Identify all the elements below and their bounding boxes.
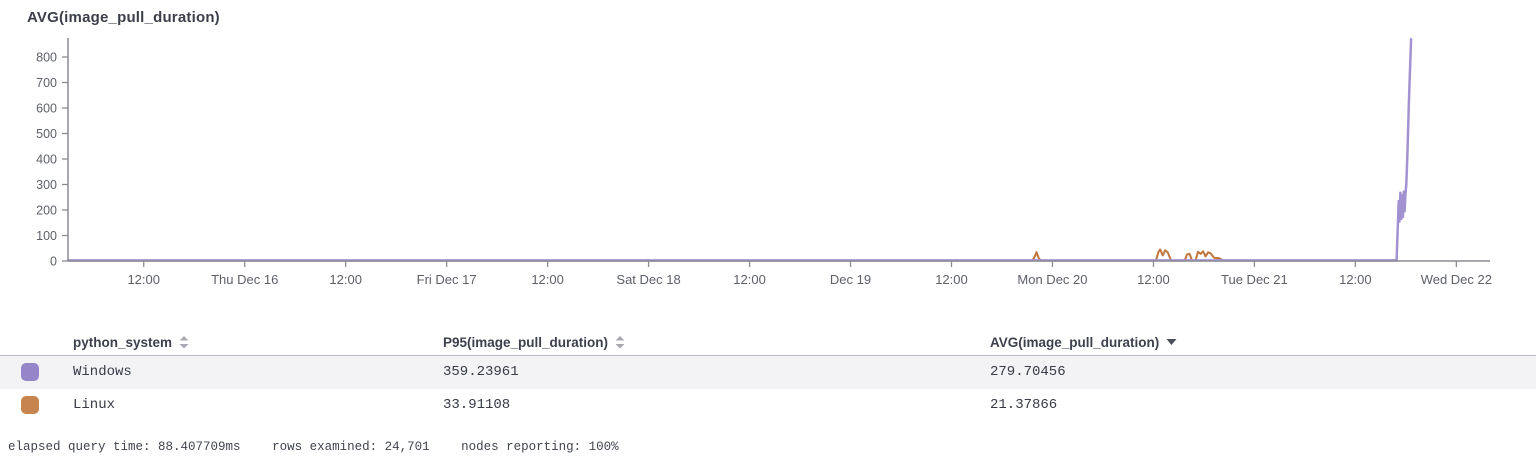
cell-p95: 33.91108 bbox=[443, 397, 511, 413]
svg-text:500: 500 bbox=[36, 127, 57, 141]
chart-title: AVG(image_pull_duration) bbox=[27, 9, 220, 26]
svg-text:Dec 19: Dec 19 bbox=[830, 272, 871, 287]
svg-text:800: 800 bbox=[36, 51, 57, 65]
svg-text:0: 0 bbox=[50, 255, 57, 269]
svg-text:12:00: 12:00 bbox=[1339, 272, 1372, 287]
cell-p95: 359.23961 bbox=[443, 364, 519, 380]
svg-text:100: 100 bbox=[36, 229, 57, 243]
cell-avg: 279.70456 bbox=[990, 364, 1066, 380]
column-header-python-system[interactable]: python_system bbox=[73, 328, 189, 356]
series-color-swatch bbox=[21, 363, 39, 381]
svg-text:12:00: 12:00 bbox=[329, 272, 362, 287]
timeseries-chart[interactable]: 0 100 200 300 400 500 600 700 800 12:00 Thu Dec 16… bbox=[0, 30, 1536, 302]
rows-examined: rows examined: 24,701 bbox=[272, 440, 430, 454]
table-row-linux[interactable]: Linux 33.91108 21.37866 bbox=[0, 389, 1536, 422]
svg-text:600: 600 bbox=[36, 102, 57, 116]
svg-text:12:00: 12:00 bbox=[531, 272, 564, 287]
cell-system: Windows bbox=[73, 364, 132, 380]
sort-desc-icon[interactable] bbox=[1166, 338, 1177, 346]
svg-text:300: 300 bbox=[36, 178, 57, 192]
column-label: AVG(image_pull_duration) bbox=[990, 334, 1160, 350]
svg-text:12:00: 12:00 bbox=[1137, 272, 1170, 287]
cell-avg: 21.37866 bbox=[990, 397, 1058, 413]
sort-both-icon[interactable] bbox=[615, 335, 625, 349]
svg-text:200: 200 bbox=[36, 204, 57, 218]
column-label: P95(image_pull_duration) bbox=[443, 334, 609, 350]
svg-text:400: 400 bbox=[36, 153, 57, 167]
series-color-swatch bbox=[21, 396, 39, 414]
nodes-reporting: nodes reporting: 100% bbox=[461, 440, 619, 454]
column-header-avg[interactable]: AVG(image_pull_duration) bbox=[990, 328, 1177, 356]
svg-text:Wed Dec 22: Wed Dec 22 bbox=[1421, 272, 1492, 287]
svg-text:Sat Dec 18: Sat Dec 18 bbox=[616, 272, 680, 287]
column-header-p95[interactable]: P95(image_pull_duration) bbox=[443, 328, 625, 356]
svg-text:Fri Dec 17: Fri Dec 17 bbox=[417, 272, 477, 287]
cell-system: Linux bbox=[73, 397, 116, 413]
column-label: python_system bbox=[73, 334, 173, 350]
svg-text:Tue Dec 21: Tue Dec 21 bbox=[1221, 272, 1288, 287]
results-table: python_system P95(image_pull_duration) A… bbox=[0, 328, 1536, 422]
svg-text:Thu Dec 16: Thu Dec 16 bbox=[211, 272, 278, 287]
query-stats: elapsed query time: 88.407709ms rows exa… bbox=[8, 440, 643, 454]
svg-text:12:00: 12:00 bbox=[127, 272, 160, 287]
table-header-row: python_system P95(image_pull_duration) A… bbox=[0, 328, 1536, 356]
svg-text:12:00: 12:00 bbox=[935, 272, 968, 287]
sort-both-icon[interactable] bbox=[179, 335, 189, 349]
svg-text:12:00: 12:00 bbox=[733, 272, 766, 287]
table-row-windows[interactable]: Windows 359.23961 279.70456 bbox=[0, 356, 1536, 389]
elapsed-query-time: elapsed query time: 88.407709ms bbox=[8, 440, 241, 454]
svg-text:Mon Dec 20: Mon Dec 20 bbox=[1017, 272, 1087, 287]
svg-text:700: 700 bbox=[36, 76, 57, 90]
